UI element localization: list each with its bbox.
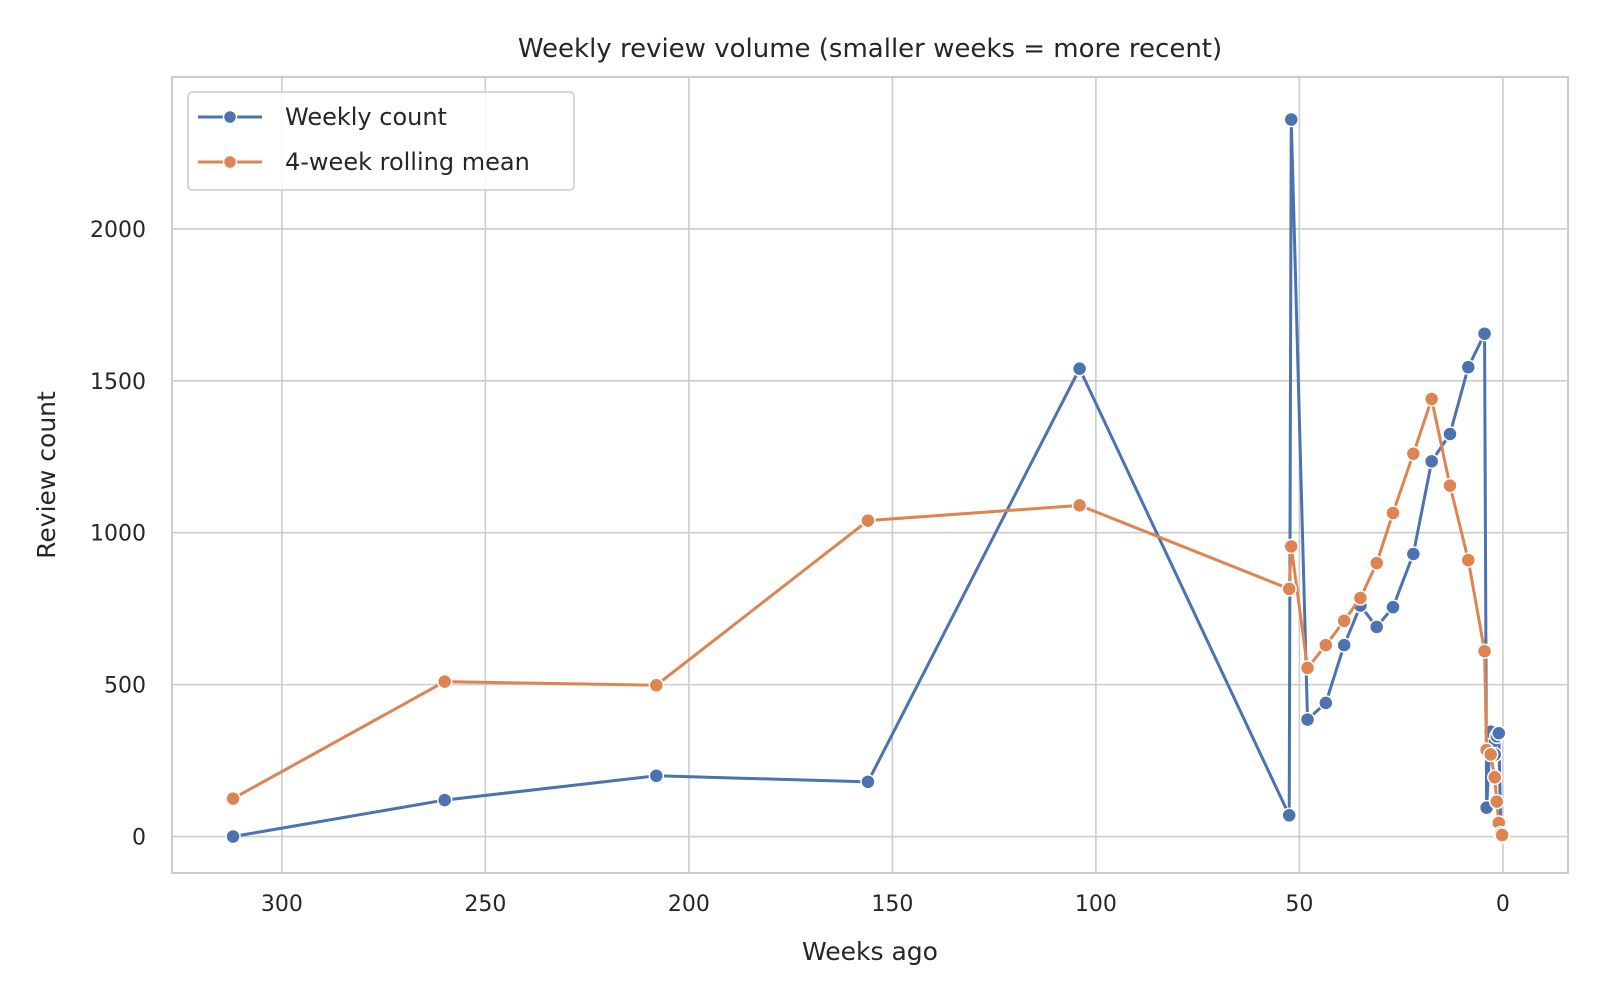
data-point-weekly-count [436,792,453,808]
series-layer [225,111,1510,845]
y-tick-label: 2000 [90,218,146,243]
x-tick-label: 250 [464,892,506,917]
data-point-rolling-mean [1460,552,1477,568]
legend: Weekly count 4-week rolling mean [187,91,575,191]
x-tick-label: 300 [261,892,303,917]
plot-frame [171,76,1569,874]
data-point-rolling-mean [1405,445,1422,462]
data-point-rolling-mean [436,673,453,690]
data-point-rolling-mean [1071,497,1088,514]
chart-title: Weekly review volume (smaller weeks = mo… [518,34,1222,64]
data-point-weekly-count [1385,599,1401,615]
data-point-rolling-mean [1336,613,1352,629]
legend-box [187,91,575,191]
data-point-weekly-count [1491,725,1507,741]
data-point-weekly-count [1405,546,1422,562]
y-axis-title: Review count [32,391,61,559]
data-point-rolling-mean [1352,590,1369,606]
data-point-rolling-mean [860,512,876,529]
legend-label-rolling-mean: 4-week rolling mean [285,148,530,176]
y-tick-label: 1000 [90,522,146,547]
data-point-weekly-count [1476,325,1493,342]
x-tick-label: 50 [1285,892,1313,917]
x-tick-label: 150 [871,892,913,917]
data-point-weekly-count [648,768,665,784]
data-point-rolling-mean [1368,555,1385,571]
data-point-weekly-count [1281,807,1297,824]
data-point-weekly-count [1442,426,1458,442]
legend-label-weekly-count: Weekly count [285,103,447,131]
data-point-rolling-mean [1281,581,1297,597]
data-point-rolling-mean [1318,637,1334,653]
data-point-rolling-mean [1494,827,1510,843]
data-point-rolling-mean [1486,769,1503,786]
grid-layer [172,77,1568,873]
y-tick-label: 0 [132,826,146,851]
x-tick-label: 100 [1075,892,1117,917]
data-point-weekly-count [1368,619,1385,635]
data-point-weekly-count [860,774,876,790]
data-point-rolling-mean [1489,793,1505,810]
data-point-weekly-count [1299,711,1316,728]
data-point-weekly-count [1460,359,1477,375]
data-point-rolling-mean [1283,538,1299,555]
data-point-weekly-count [1071,360,1088,377]
data-point-rolling-mean [1476,643,1493,659]
series-rolling-mean [225,391,1510,843]
data-point-weekly-count [1318,695,1334,711]
x-tick-label: 0 [1496,892,1510,917]
data-point-rolling-mean [648,677,665,693]
data-point-weekly-count [1336,637,1352,653]
y-tick-label: 500 [104,674,146,699]
data-point-rolling-mean [1442,477,1458,494]
data-point-rolling-mean [1299,660,1316,676]
data-point-weekly-count [1423,453,1440,470]
data-point-rolling-mean [225,790,241,807]
legend-marker-weekly-count [222,109,238,125]
data-point-rolling-mean [1482,746,1499,763]
x-tick-label: 200 [668,892,710,917]
legend-marker-rolling-mean [222,154,238,170]
x-axis-title: Weeks ago [802,937,938,966]
y-tick-label: 1500 [90,370,146,395]
data-point-rolling-mean [1423,391,1440,407]
data-point-weekly-count [225,828,241,845]
data-point-rolling-mean [1385,505,1401,521]
data-point-weekly-count [1283,111,1299,128]
